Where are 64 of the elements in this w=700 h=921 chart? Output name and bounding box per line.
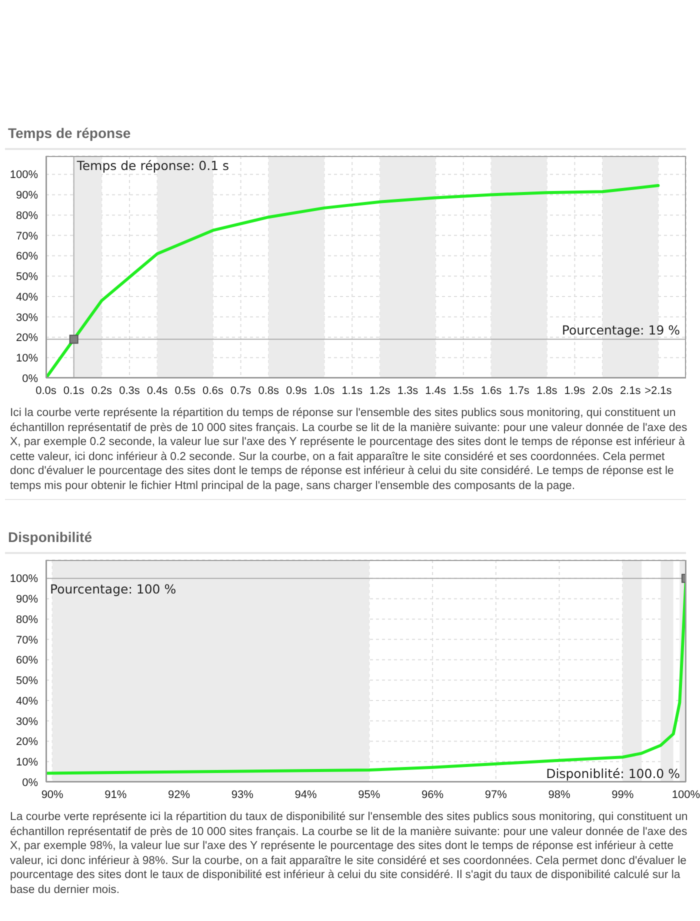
x-tick-label: 2.1s xyxy=(620,384,642,397)
x-tick-label: 0.6s xyxy=(202,384,224,397)
ref-line-label: Pourcentage: 100 % xyxy=(50,581,176,596)
text: Ici la courbe verte représente la répartition du temps de réponse sur l'ensemble des sites publics sous monitoring, qui constituent un échantillon représentatif de près de 10 000 sites français. La courbe se lit de la manière suivante: pour une valeur donnée de l'axe des X, par exemple 0.2 seconde, la valeur lue sur l'axe des Y représente le pourcentage des sites dont le temps de réponse est inférieur à cette valeur, ici donc inférieur à 0.2 seconde. Sur la courbe, on a fait apparaître le site considéré et ses coordonnées. Cela permet donc d'évaluer le pourcentage des sites dont le temps de réponse est inférieur à celui du site considéré. Le temps de réponse est le temps mis pour obtenir le fichier Html principal de la page, sans charger l'ensemble des composants de la page. xyxy=(10,406,688,493)
x-tick-label: 97% xyxy=(484,788,508,801)
x-tick-label: 99% xyxy=(612,788,634,801)
chart-title: Disponibilité xyxy=(8,529,92,545)
y-tick-label: 10% xyxy=(16,756,38,769)
x-tick-label: 95% xyxy=(358,788,380,801)
y-tick-label: 60% xyxy=(16,654,38,667)
y-tick-label: 80% xyxy=(16,210,38,222)
x-tick-label: 0.8s xyxy=(258,384,280,397)
y-tick-label: 80% xyxy=(16,614,38,626)
x-tick-label: 1.3s xyxy=(397,384,419,397)
x-tick-label: 0.9s xyxy=(286,384,308,397)
x-tick-label: 0.3s xyxy=(119,384,140,397)
x-tick-label: 96% xyxy=(422,788,444,801)
y-tick-label: 40% xyxy=(16,695,38,708)
x-tick-label: 92% xyxy=(168,788,190,801)
y-tick-label: 40% xyxy=(16,291,38,304)
y-tick-label: 100% xyxy=(10,573,38,586)
x-tick-label: 1.5s xyxy=(452,384,474,397)
y-tick-label: 20% xyxy=(16,736,38,748)
x-tick-label: >2.1s xyxy=(644,384,672,397)
y-tick-label: 20% xyxy=(16,332,38,344)
x-tick-label: 93% xyxy=(231,788,254,801)
x-tick-label: 0.1s xyxy=(63,384,85,397)
y-tick-label: 30% xyxy=(16,716,38,728)
y-tick-label: 70% xyxy=(16,230,38,242)
y-tick-label: 0% xyxy=(22,776,38,789)
x-tick-label: 1.9s xyxy=(564,384,586,397)
x-tick-label: 0.0s xyxy=(36,384,57,397)
x-tick-label: 94% xyxy=(294,788,318,801)
x-tick-label: 1.7s xyxy=(508,384,530,397)
x-tick-label: 0.2s xyxy=(91,384,113,397)
x-tick-label: 0.7s xyxy=(230,384,252,397)
x-tick-label: 0.4s xyxy=(146,384,168,397)
y-tick-label: 50% xyxy=(16,271,38,284)
x-tick-label: 2.0s xyxy=(592,384,614,397)
y-tick-label: 90% xyxy=(16,190,38,202)
x-tick-label: 1.1s xyxy=(342,384,363,397)
y-tick-label: 90% xyxy=(16,594,38,606)
y-tick-label: 30% xyxy=(16,312,38,324)
x-tick-label: 1.4s xyxy=(425,384,446,397)
ref-line-label: Disponiblité: 100.0 % xyxy=(546,766,680,781)
ref-line-label: Pourcentage: 19 % xyxy=(562,322,680,338)
y-tick-label: 10% xyxy=(16,352,38,365)
x-tick-label: 98% xyxy=(548,788,570,801)
x-tick-label: 100% xyxy=(672,788,700,801)
y-tick-label: 100% xyxy=(10,169,38,182)
y-tick-label: 60% xyxy=(16,250,38,263)
x-tick-label: 0.5s xyxy=(174,384,196,397)
y-tick-label: 70% xyxy=(16,634,38,646)
x-tick-label: 1.6s xyxy=(480,384,502,397)
chart-title: Temps de réponse xyxy=(8,125,131,141)
y-tick-label: 50% xyxy=(16,675,38,688)
ref-line-label: Temps de réponse: 0.1 s xyxy=(76,158,230,173)
x-tick-label: 1.2s xyxy=(370,384,391,397)
x-tick-label: 1.0s xyxy=(314,384,336,397)
y-tick-label: 0% xyxy=(22,372,38,385)
x-tick-label: 1.8s xyxy=(536,384,558,397)
x-tick-label: 90% xyxy=(41,788,64,801)
x-tick-label: 91% xyxy=(104,788,127,801)
text: La courbe verte représente ici la répartition du taux de disponibilité sur l'ensemble des sites publics sous monitoring, qui constituent un échantillon représentatif de près de 10 000 sites français. La courbe se lit de la manière suivante: pour une valeur donnée de l'axe des X, par exemple 98%, la valeur lue sur l'axe des Y représente le pourcentage des sites dont le temps de réponse est inférieur à cette valeur, ici donc inférieur à 98%. Sur la courbe, on a fait apparaître le site considéré et ses coordonnées. Cela permet donc d'évaluer le pourcentage des sites dont le taux de disponibilité est inférieur à celui du site considéré. Il s'agit du taux de disponibilité calculé sur la base du dernier mois. xyxy=(10,810,689,897)
